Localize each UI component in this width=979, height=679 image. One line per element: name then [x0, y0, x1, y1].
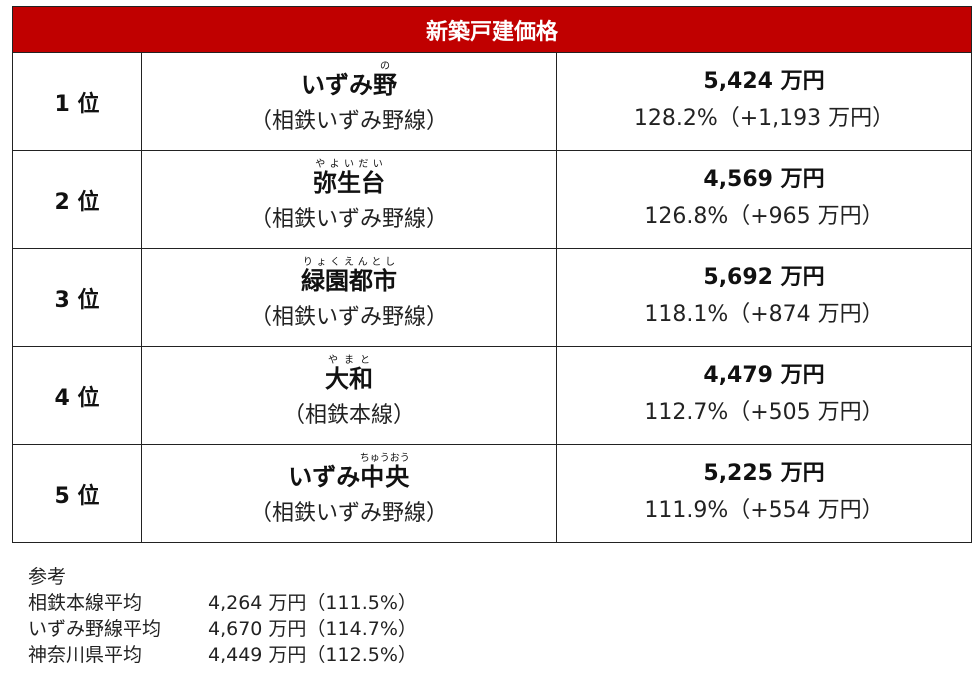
price: 5,692 万円 [703, 264, 825, 290]
rank: 1 位 [12, 52, 142, 151]
price-change: 112.7%（+505 万円） [644, 399, 884, 425]
reference-label: 神奈川県平均 [28, 644, 143, 666]
table-row: 3 位 緑園都市りょくえんとし （相鉄いずみ野線） 5,692 万円 118.1… [12, 248, 973, 347]
station-name-kanji: 中央 [359, 463, 410, 491]
station-ruby: 野の [373, 61, 397, 99]
price-cell: 4,479 万円 112.7%（+505 万円） [555, 346, 973, 445]
price-cell: 5,225 万円 111.9%（+554 万円） [555, 444, 973, 543]
station-name-kanji: 弥生台 [313, 169, 385, 197]
railway-line: （相鉄いずみ野線） [249, 305, 448, 330]
price-cell: 4,569 万円 126.8%（+965 万円） [555, 150, 973, 249]
station-name: 緑園都市りょくえんとし [142, 257, 556, 298]
rank: 3 位 [12, 248, 142, 347]
rank: 4 位 [12, 346, 142, 445]
price-ranking-table: 新築戸建価格 1 位 いずみ野の （相鉄いずみ野線） 5,424 万円 128.… [11, 6, 973, 543]
furigana: りょくえんとし [301, 257, 397, 268]
station-cell: 大和やまと （相鉄本線） [141, 346, 557, 445]
price-cell: 5,692 万円 118.1%（+874 万円） [555, 248, 973, 347]
station-name-kanji: 緑園都市 [301, 267, 397, 295]
furigana: やよいだい [313, 159, 385, 170]
station-ruby: 緑園都市りょくえんとし [301, 257, 397, 295]
station-ruby: 弥生台やよいだい [313, 159, 385, 197]
station-name-kanji: 大和 [325, 365, 373, 393]
rank: 5 位 [12, 444, 142, 543]
station-name-prefix: いずみ [288, 463, 361, 491]
station-name-prefix: いずみ [301, 71, 373, 99]
station-ruby: 大和やまと [325, 355, 373, 393]
station-name: 大和やまと [142, 355, 556, 396]
reference-label: いずみ野線平均 [28, 618, 162, 640]
price: 5,424 万円 [703, 68, 825, 94]
table-title: 新築戸建価格 [11, 6, 973, 53]
station-name: 弥生台やよいだい [142, 159, 556, 200]
station-cell: いずみ中央ちゅうおう （相鉄いずみ野線） [141, 444, 557, 543]
station-name-kanji: 野 [373, 71, 397, 99]
station-ruby: 中央ちゅうおう [359, 453, 410, 491]
railway-line: （相鉄いずみ野線） [249, 109, 448, 134]
reference-value: 4,264 万円（111.5%） [208, 592, 417, 614]
reference-item: 相鉄本線平均 4,264 万円（111.5%） [28, 590, 417, 616]
furigana: ちゅうおう [359, 453, 410, 464]
station-name: いずみ中央ちゅうおう [142, 453, 556, 494]
railway-line: （相鉄本線） [282, 403, 415, 428]
price-change: 128.2%（+1,193 万円） [633, 105, 895, 131]
reference-item: いずみ野線平均 4,670 万円（114.7%） [28, 616, 417, 642]
station-cell: いずみ野の （相鉄いずみ野線） [141, 52, 557, 151]
station-cell: 緑園都市りょくえんとし （相鉄いずみ野線） [141, 248, 557, 347]
rank: 2 位 [12, 150, 142, 249]
station-name: いずみ野の [142, 61, 556, 102]
table-row: 4 位 大和やまと （相鉄本線） 4,479 万円 112.7%（+505 万円… [12, 346, 973, 445]
reference-heading: 参考 [28, 566, 67, 588]
price-cell: 5,424 万円 128.2%（+1,193 万円） [555, 52, 973, 151]
railway-line: （相鉄いずみ野線） [249, 207, 448, 232]
furigana: やまと [325, 355, 373, 366]
railway-line: （相鉄いずみ野線） [249, 501, 448, 526]
station-cell: 弥生台やよいだい （相鉄いずみ野線） [141, 150, 557, 249]
reference-item: 神奈川県平均 4,449 万円（112.5%） [28, 642, 417, 668]
reference-value: 4,449 万円（112.5%） [208, 644, 417, 666]
price: 4,479 万円 [703, 362, 825, 388]
price-change: 111.9%（+554 万円） [644, 497, 884, 523]
table-row: 5 位 いずみ中央ちゅうおう （相鉄いずみ野線） 5,225 万円 111.9%… [12, 444, 973, 543]
price-change: 126.8%（+965 万円） [644, 203, 884, 229]
reference-value: 4,670 万円（114.7%） [208, 618, 417, 640]
table-row: 2 位 弥生台やよいだい （相鉄いずみ野線） 4,569 万円 126.8%（+… [12, 150, 973, 249]
table-row: 1 位 いずみ野の （相鉄いずみ野線） 5,424 万円 128.2%（+1,1… [12, 52, 973, 151]
price: 4,569 万円 [703, 166, 825, 192]
reference-notes: 参考 相鉄本線平均 4,264 万円（111.5%） いずみ野線平均 4,670 万円… [28, 564, 417, 668]
furigana: の [373, 61, 397, 72]
reference-label: 相鉄本線平均 [28, 592, 143, 614]
price: 5,225 万円 [703, 460, 825, 486]
price-change: 118.1%（+874 万円） [644, 301, 884, 327]
